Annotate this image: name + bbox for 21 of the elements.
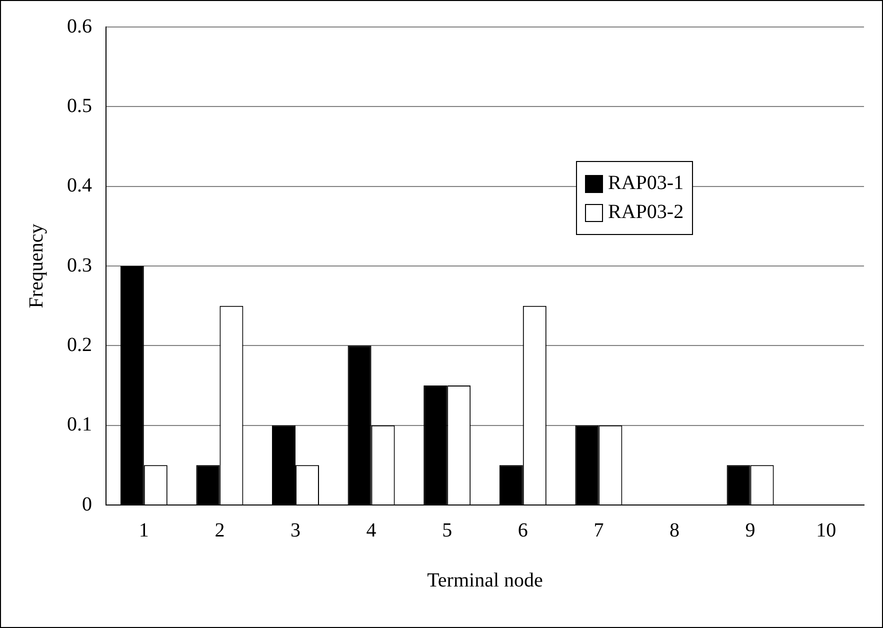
- x-tick-label: 7: [594, 519, 604, 542]
- legend-label: RAP03-1: [608, 172, 684, 195]
- y-tick-label: 0.6: [67, 15, 92, 38]
- y-tick-label: 0.4: [67, 174, 92, 197]
- x-tick-label: 6: [518, 519, 528, 542]
- x-tick-label: 2: [214, 519, 225, 542]
- y-tick-label: 0: [82, 493, 92, 516]
- x-tick-label: 3: [290, 519, 300, 542]
- legend-label: RAP03-2: [608, 201, 684, 224]
- x-axis-title: Terminal node: [427, 569, 544, 592]
- y-axis-title: Frequency: [25, 224, 48, 308]
- y-tick-label: 0.1: [67, 414, 92, 436]
- x-tick-label: 1: [138, 519, 149, 542]
- x-tick-label: 10: [816, 519, 836, 542]
- y-tick-label: 0.3: [67, 254, 92, 276]
- x-tick-label: 9: [745, 519, 756, 542]
- y-tick-label: 0.2: [67, 334, 92, 356]
- x-tick-label: 8: [670, 519, 680, 542]
- y-tick-label: 0.5: [67, 94, 92, 117]
- x-tick-label: 4: [366, 519, 376, 542]
- x-tick-label: 5: [442, 519, 452, 542]
